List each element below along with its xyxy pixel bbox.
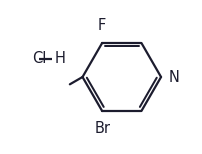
Text: Br: Br: [94, 121, 110, 136]
Text: Cl: Cl: [33, 51, 47, 66]
Text: H: H: [55, 51, 66, 66]
Text: F: F: [98, 18, 106, 33]
Text: N: N: [169, 69, 180, 85]
